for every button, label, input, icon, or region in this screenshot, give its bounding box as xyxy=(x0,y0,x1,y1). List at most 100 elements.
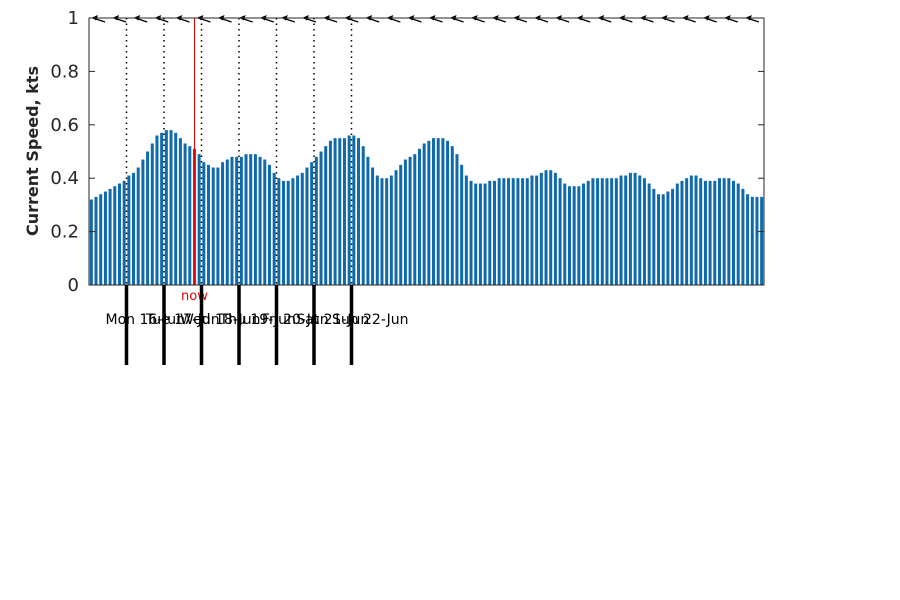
speed-bar xyxy=(108,188,112,285)
speed-bar xyxy=(211,167,215,285)
speed-bar xyxy=(314,156,318,285)
speed-bar xyxy=(497,178,501,285)
speed-bar xyxy=(708,180,712,285)
speed-bar xyxy=(371,167,375,285)
speed-bar xyxy=(277,178,281,285)
speed-bar xyxy=(507,178,511,285)
speed-bar xyxy=(310,162,314,285)
speed-bar xyxy=(539,172,543,285)
speed-bar xyxy=(502,178,506,285)
speed-bar xyxy=(436,138,440,285)
speed-bar xyxy=(333,138,337,285)
speed-bar xyxy=(239,156,243,285)
speed-bar xyxy=(352,135,356,285)
speed-bar xyxy=(600,178,604,285)
speed-bar xyxy=(619,175,623,285)
y-tick-label: 0.8 xyxy=(50,61,79,82)
speed-bar xyxy=(164,130,168,285)
speed-bar xyxy=(399,164,403,285)
speed-bar xyxy=(272,172,276,285)
day-label: Wed 18-Jun xyxy=(180,312,261,328)
speed-bar xyxy=(216,167,220,285)
speed-bar xyxy=(624,175,628,285)
speed-bar xyxy=(460,164,464,285)
speed-bar xyxy=(746,194,750,285)
speed-bar xyxy=(267,164,271,285)
speed-bar xyxy=(417,148,421,285)
speed-bar xyxy=(671,188,675,285)
speed-bar xyxy=(722,178,726,285)
plot-frame xyxy=(88,17,765,286)
speed-bar xyxy=(441,138,445,285)
speed-bar xyxy=(207,164,211,285)
speed-bar xyxy=(324,146,328,285)
speed-bar xyxy=(117,183,121,285)
speed-bar xyxy=(657,194,661,285)
speed-bar xyxy=(652,188,656,285)
speed-bar xyxy=(141,159,145,285)
speed-bar xyxy=(169,130,173,285)
speed-bar xyxy=(661,194,665,285)
speed-bar xyxy=(174,132,178,285)
speed-bar xyxy=(422,143,426,285)
speed-bar xyxy=(535,175,539,285)
y-tick-label: 0.4 xyxy=(50,168,79,189)
speed-bar xyxy=(225,159,229,285)
speed-bar xyxy=(427,140,431,285)
speed-bar xyxy=(572,186,576,285)
speed-bar xyxy=(633,172,637,285)
speed-bar xyxy=(282,180,286,285)
speed-bar xyxy=(244,154,248,285)
speed-bar xyxy=(525,178,529,285)
speed-bar xyxy=(605,178,609,285)
y-tick-label: 1 xyxy=(68,8,79,29)
speed-bar xyxy=(675,183,679,285)
speed-bar xyxy=(319,151,323,285)
y-axis: 0 0.2 0.4 0.6 0.8 1 xyxy=(50,8,764,296)
speed-bar xyxy=(146,151,150,285)
speed-bar xyxy=(703,180,707,285)
speed-bar xyxy=(197,154,201,285)
speed-bar xyxy=(127,175,131,285)
speed-bar xyxy=(413,154,417,285)
speed-bar xyxy=(296,175,300,285)
speed-bar xyxy=(582,183,586,285)
speed-bar xyxy=(357,138,361,285)
speed-bar xyxy=(642,178,646,285)
speed-bar xyxy=(521,178,525,285)
speed-bar xyxy=(380,178,384,285)
speed-bar xyxy=(727,178,731,285)
speed-bar xyxy=(450,146,454,285)
speed-bar xyxy=(586,180,590,285)
speed-bar xyxy=(375,175,379,285)
speed-bar xyxy=(432,138,436,285)
speed-bar xyxy=(666,191,670,285)
speed-bar xyxy=(567,186,571,285)
speed-bar xyxy=(347,135,351,285)
speed-bar xyxy=(492,180,496,285)
speed-bar xyxy=(685,178,689,285)
speed-bar xyxy=(511,178,515,285)
speed-bar xyxy=(408,156,412,285)
speed-bar xyxy=(305,167,309,285)
speed-bar xyxy=(291,178,295,285)
speed-bar xyxy=(741,188,745,285)
speed-bar xyxy=(342,138,346,285)
speed-bar xyxy=(736,183,740,285)
speed-bar xyxy=(530,175,534,285)
speed-bar xyxy=(202,162,206,285)
speed-bar xyxy=(446,140,450,285)
speed-bar xyxy=(638,175,642,285)
speed-bar xyxy=(591,178,595,285)
speed-bar xyxy=(99,194,103,285)
day-label: Tue 17-Jun xyxy=(145,312,220,328)
speed-bar xyxy=(647,183,651,285)
speed-bar xyxy=(389,175,393,285)
speed-bar xyxy=(286,180,290,285)
speed-bar xyxy=(338,138,342,285)
speed-bar xyxy=(155,135,159,285)
speed-bar xyxy=(614,178,618,285)
day-gridlines xyxy=(125,18,353,285)
speed-bar xyxy=(263,159,267,285)
speed-bar xyxy=(478,183,482,285)
